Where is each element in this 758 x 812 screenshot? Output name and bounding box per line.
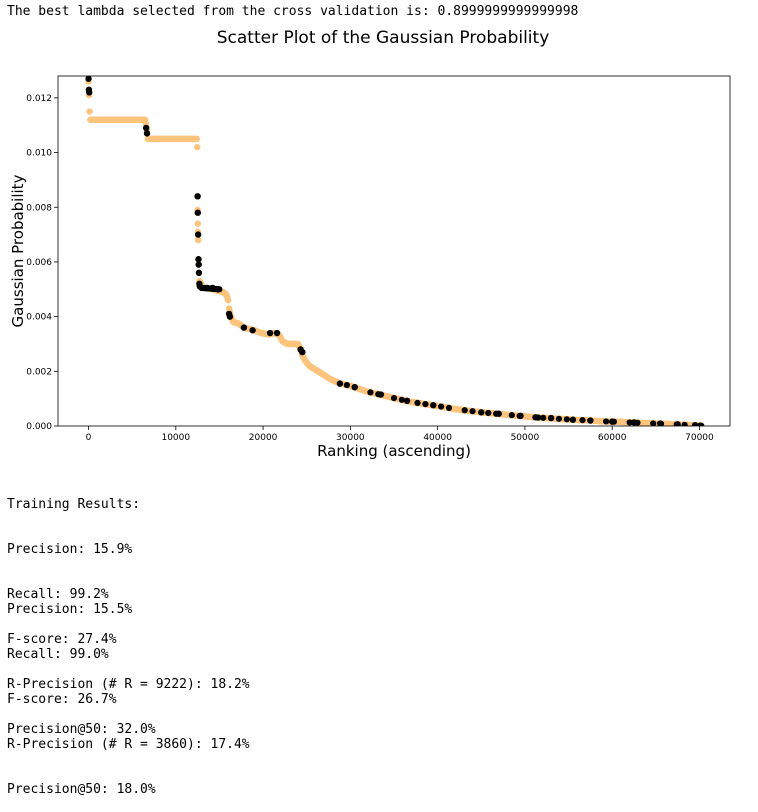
points-layer: [85, 76, 705, 426]
x-axis: 0 10000 20000 30000 40000 50000 60000 70000: [86, 426, 714, 443]
positive-point: [587, 417, 594, 424]
positive-point: [398, 396, 405, 403]
positive-point: [367, 389, 374, 396]
positive-point: [195, 269, 203, 277]
negative-point: [194, 220, 202, 227]
training-heading: Training Results:: [7, 497, 141, 512]
positive-point: [194, 231, 202, 238]
positive-point: [375, 391, 382, 398]
x-axis-label: Ranking (ascending): [317, 442, 471, 460]
y-axis-label: Gaussian Probability: [9, 174, 27, 327]
testing-fscore: F-score: 26.7%: [7, 692, 117, 707]
y-tick-label: 0.006: [26, 258, 52, 268]
positive-point: [86, 89, 93, 96]
testing-precision-at-50: Precision@50: 18.0%: [7, 782, 156, 797]
training-precision: Precision: 15.9%: [7, 542, 133, 557]
positive-point: [430, 402, 437, 409]
x-tick-label: 10000: [161, 433, 190, 443]
positive-point: [485, 409, 492, 417]
testing-results: Precision: 15.5% Recall: 99.0% F-score: …: [7, 572, 250, 812]
positive-point: [194, 209, 202, 216]
positive-point: [266, 329, 274, 337]
training-recall: Recall: 99.2%: [7, 587, 109, 602]
positive-point: [650, 420, 657, 426]
x-tick-label: 60000: [598, 433, 627, 443]
positive-point: [273, 329, 281, 337]
positive-point: [547, 414, 555, 422]
positive-point: [516, 412, 523, 420]
scatter-chart: Scatter Plot of the Gaussian Probability…: [9, 28, 731, 460]
positive-point: [85, 76, 92, 82]
x-tick-label: 20000: [249, 433, 278, 443]
x-tick-label: 40000: [423, 433, 452, 443]
testing-recall: Recall: 99.0%: [7, 647, 109, 662]
lambda-output-line: The best lambda selected from the cross …: [7, 4, 579, 19]
positive-point: [610, 418, 618, 425]
negative-point: [86, 108, 93, 115]
positive-point: [336, 380, 344, 387]
positive-point: [438, 403, 445, 410]
y-axis: 0.000 0.002 0.004 0.006 0.008 0.010 0.012: [26, 94, 58, 432]
y-tick-label: 0.002: [26, 367, 52, 377]
positive-point: [469, 408, 476, 415]
positive-point: [579, 417, 586, 424]
positive-point: [445, 404, 453, 411]
positive-point: [634, 419, 641, 426]
positive-point: [493, 410, 500, 417]
positive-point: [569, 416, 577, 423]
x-tick-label: 30000: [336, 433, 365, 443]
y-tick-label: 0.008: [26, 203, 52, 213]
positive-point: [478, 409, 485, 416]
positive-point: [532, 414, 539, 421]
positive-point: [194, 193, 201, 200]
x-tick-label: 70000: [685, 433, 714, 443]
positive-point: [681, 421, 688, 426]
positive-point: [422, 401, 429, 408]
y-tick-label: 0.004: [26, 313, 52, 323]
positive-point: [673, 421, 680, 426]
positive-point: [343, 381, 350, 389]
positive-point: [216, 286, 223, 293]
negative-point: [194, 236, 202, 244]
positive-point: [390, 395, 398, 402]
positive-point: [142, 124, 150, 132]
plot-frame: [57, 75, 731, 427]
positive-point: [143, 130, 151, 137]
positive-point: [240, 324, 248, 331]
positive-point: [563, 416, 570, 423]
positive-point: [508, 412, 515, 419]
testing-precision: Precision: 15.5%: [7, 602, 133, 617]
positive-point: [414, 399, 421, 406]
chart-title: Scatter Plot of the Gaussian Probability: [217, 28, 550, 48]
positive-point: [195, 261, 202, 268]
positive-point: [403, 397, 411, 405]
positive-point: [602, 418, 610, 425]
positive-point: [657, 420, 665, 426]
positive-point: [299, 348, 306, 356]
testing-rprecision: R-Precision (# R = 3860): 17.4%: [7, 737, 250, 752]
positive-point: [351, 384, 358, 391]
positive-point: [697, 422, 704, 426]
negative-point: [224, 297, 232, 304]
y-tick-label: 0.010: [26, 149, 52, 159]
negative-point: [194, 143, 201, 151]
positive-point: [249, 327, 256, 334]
positive-point: [540, 414, 547, 421]
negative-point: [193, 135, 200, 143]
positive-point: [226, 313, 234, 320]
positive-point: [555, 415, 563, 422]
positive-point: [195, 256, 202, 263]
x-tick-label: 0: [86, 433, 92, 443]
training-fscore: F-score: 27.4%: [7, 632, 117, 647]
positive-point: [691, 421, 699, 426]
positive-point: [626, 419, 633, 426]
y-tick-label: 0.000: [26, 422, 52, 432]
x-tick-label: 50000: [511, 433, 540, 443]
positive-point: [461, 407, 468, 414]
y-tick-label: 0.012: [26, 94, 52, 104]
